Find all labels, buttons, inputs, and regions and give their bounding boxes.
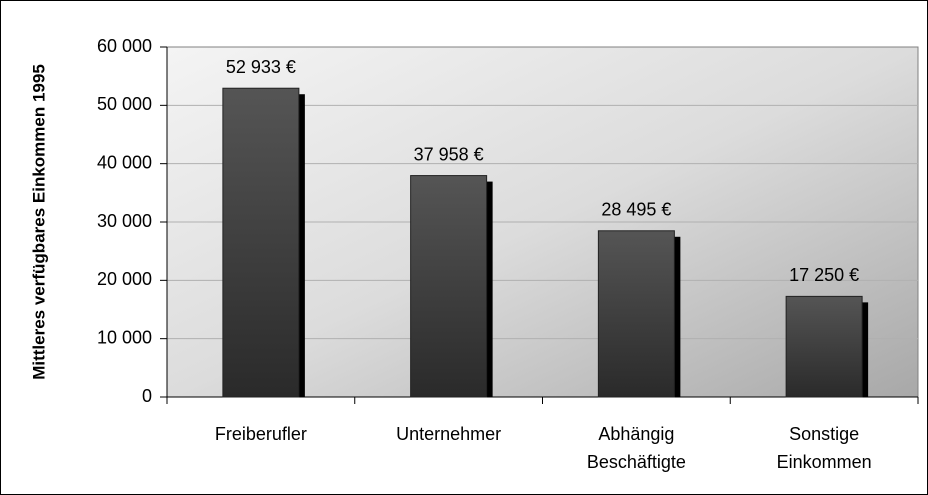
- value-label: 28 495 €: [601, 200, 671, 220]
- x-tick-label: Unternehmer: [396, 424, 501, 444]
- value-label: 17 250 €: [789, 265, 859, 285]
- x-tick-label: Freiberufler: [215, 424, 307, 444]
- bar: [785, 295, 863, 398]
- y-tick-label: 0: [142, 386, 152, 406]
- bar: [222, 87, 300, 398]
- bar: [410, 175, 488, 398]
- y-tick-label: 20 000: [97, 269, 152, 289]
- y-tick-label: 30 000: [97, 211, 152, 231]
- bar: [597, 230, 675, 398]
- y-tick-label: 60 000: [97, 36, 152, 56]
- x-tick-label: Abhängig Beschäftigte: [587, 424, 686, 472]
- y-tick-label: 40 000: [97, 152, 152, 172]
- value-label: 52 933 €: [226, 57, 296, 77]
- x-tick-label: Sonstige Einkommen: [777, 424, 872, 472]
- y-tick-label: 50 000: [97, 94, 152, 114]
- y-tick-label: 10 000: [97, 327, 152, 347]
- value-label: 37 958 €: [414, 144, 484, 164]
- y-axis-label: Mittleres verfügbares Einkommen 1995: [29, 64, 48, 380]
